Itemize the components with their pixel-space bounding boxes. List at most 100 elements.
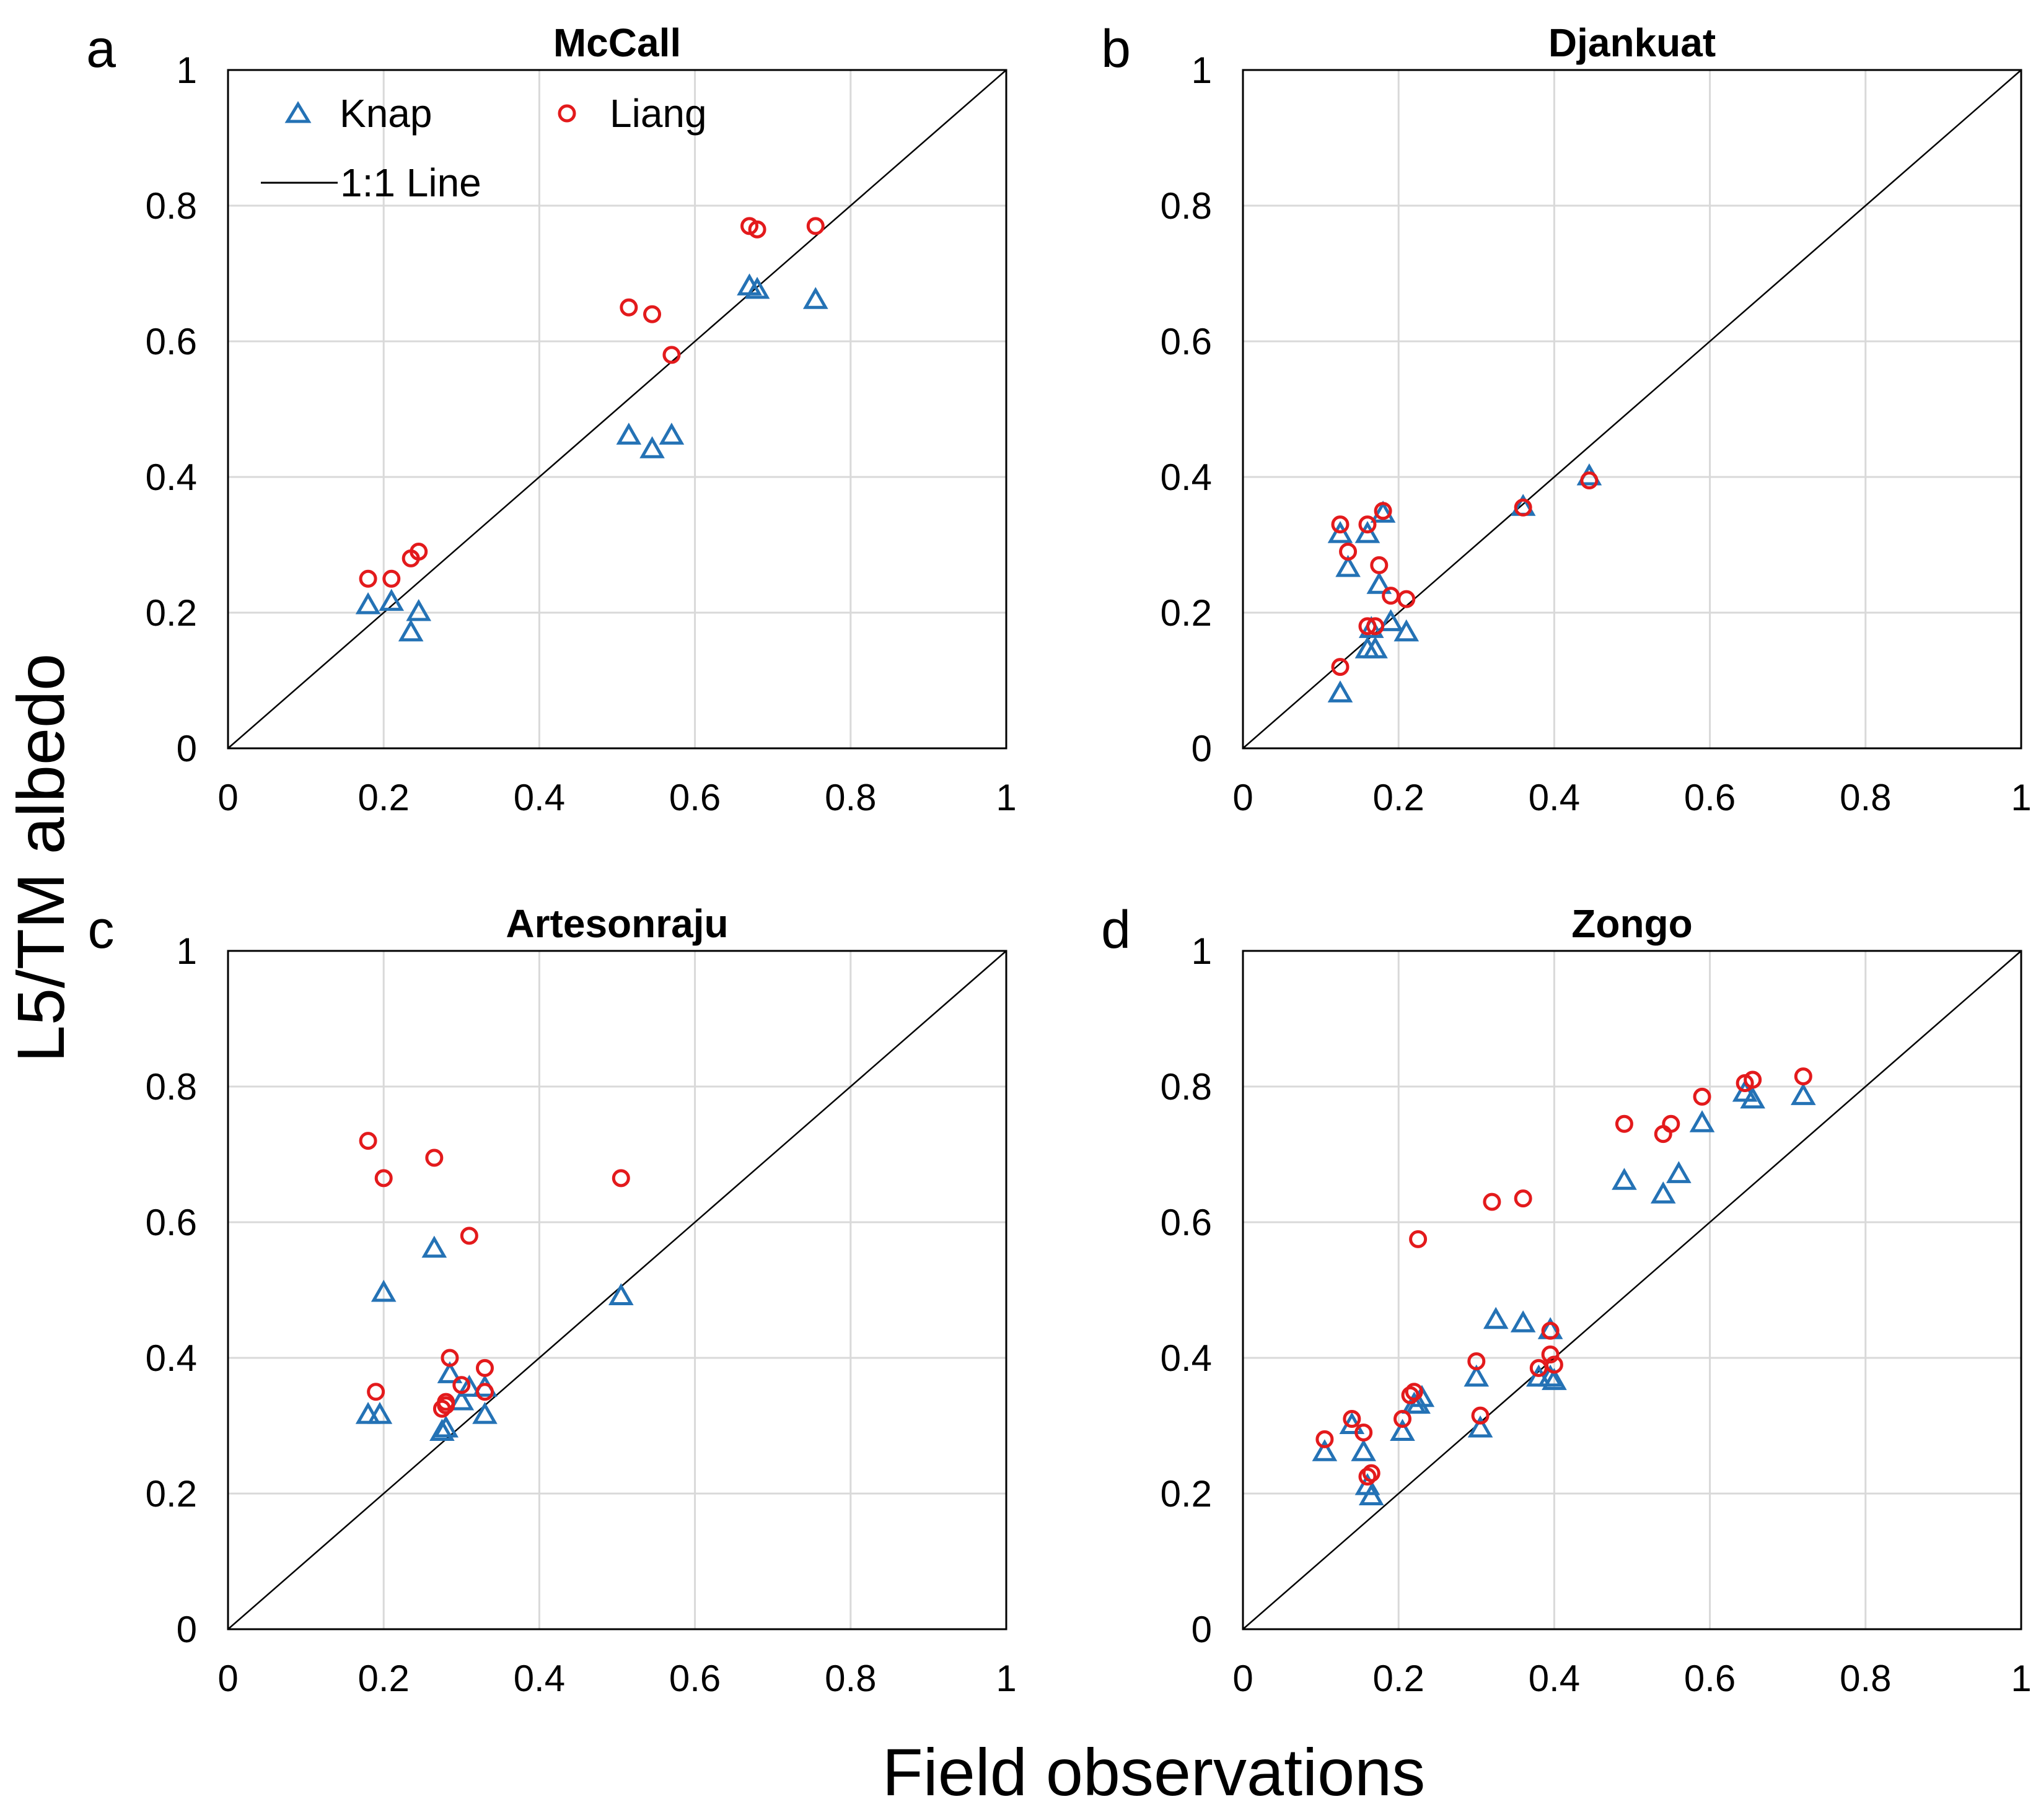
liang-point <box>1362 1464 1380 1482</box>
panel-d: 0 0.2 0.4 0.6 0.8 1 0 0.2 0.4 0.6 0.8 1 Zongo d <box>1101 900 2032 1699</box>
y-tick-label: 0 <box>177 1609 197 1650</box>
y-tick-label: 0 <box>1192 728 1212 769</box>
liang-point <box>643 305 662 323</box>
knap-point <box>1363 636 1388 658</box>
y-tick-label: 0.6 <box>146 321 197 362</box>
x-tick-label: 0.8 <box>825 1658 876 1699</box>
plot-frame <box>1242 950 2022 1630</box>
y-tick-label: 0.6 <box>146 1202 197 1243</box>
liang-point <box>441 1349 459 1367</box>
liang-point <box>1366 617 1385 636</box>
x-tick-label: 0 <box>1232 1658 1253 1699</box>
knap-point <box>1327 680 1353 702</box>
x-tick-label: 1 <box>2011 777 2031 818</box>
knap-point <box>1370 501 1396 523</box>
y-tick-label: 0.2 <box>146 592 197 634</box>
legend-liang-marker <box>558 104 576 123</box>
legend-knap-label: Knap <box>340 91 432 136</box>
liang-point <box>1471 1406 1490 1425</box>
x-tick-label: 0.2 <box>1372 1658 1424 1699</box>
liang-point <box>1467 1352 1486 1370</box>
x-tick-label: 0.6 <box>669 1658 721 1699</box>
x-tick-label: 0.2 <box>1372 777 1424 818</box>
knap-point <box>1650 1181 1676 1204</box>
liang-point <box>475 1358 494 1377</box>
liang-point <box>1339 542 1358 561</box>
y-tick-label: 1 <box>177 50 197 91</box>
liang-point <box>1409 1230 1428 1248</box>
liang-point <box>1541 1321 1560 1340</box>
liang-point <box>1794 1067 1812 1086</box>
knap-point <box>1510 1310 1536 1332</box>
knap-point <box>371 1279 397 1302</box>
legend-knap-marker <box>284 101 312 123</box>
liang-point <box>437 1393 455 1411</box>
x-tick-label: 0.6 <box>1684 777 1736 818</box>
liang-point <box>612 1169 630 1188</box>
knap-point <box>616 422 642 445</box>
legend-liang-label: Liang <box>610 91 707 136</box>
liang-point <box>1693 1087 1711 1106</box>
y-tick-label: 0.8 <box>146 1066 197 1108</box>
liang-point <box>1315 1430 1334 1448</box>
x-tick-label: 0.6 <box>669 777 721 818</box>
liang-point <box>1343 1410 1361 1428</box>
one-to-one-line <box>1242 950 2022 1630</box>
y-tick-label: 0.2 <box>1161 1473 1212 1515</box>
knap-point <box>1464 1364 1490 1387</box>
knap-point <box>379 588 405 611</box>
x-tick-label: 0.8 <box>1840 777 1891 818</box>
x-tick-label: 0.8 <box>825 777 876 818</box>
knap-point <box>406 598 432 621</box>
liang-point <box>1405 1383 1423 1401</box>
knap-point <box>608 1283 634 1305</box>
legend: Knap Liang 1:1 Line <box>261 91 707 205</box>
knap-point <box>1390 1419 1415 1441</box>
liang-point <box>1331 515 1350 534</box>
x-tick-label: 1 <box>996 1658 1016 1699</box>
knap-point <box>433 1415 459 1438</box>
liang-point <box>374 1169 393 1188</box>
y-tick-label: 0.8 <box>1161 185 1212 227</box>
liang-point <box>806 217 825 235</box>
panel-letter: c <box>88 900 115 960</box>
y-tick-label: 0.2 <box>146 1473 197 1515</box>
knap-point <box>367 1402 393 1424</box>
knap-point <box>1366 572 1392 594</box>
liang-point <box>1483 1192 1501 1211</box>
liang-point <box>620 298 638 317</box>
liang-point <box>410 542 428 561</box>
liang-point <box>1358 617 1377 636</box>
knap-point <box>1327 521 1353 543</box>
plot-frame <box>1242 69 2022 750</box>
liang-point <box>367 1383 385 1401</box>
panel-letter: b <box>1101 19 1131 79</box>
y-tick-label: 0.6 <box>1161 1202 1212 1243</box>
liang-point <box>1514 1189 1532 1208</box>
y-tick-label: 0.2 <box>1161 592 1212 634</box>
knap-point <box>1378 609 1403 631</box>
knap-point <box>1542 1368 1567 1390</box>
y-tick-label: 1 <box>1192 930 1212 972</box>
x-tick-label: 0.4 <box>514 1658 565 1699</box>
x-tick-label: 0.4 <box>1529 777 1580 818</box>
liang-point <box>359 569 377 588</box>
liang-point <box>1514 498 1532 517</box>
knap-point <box>1537 1364 1563 1387</box>
liang-point <box>1654 1125 1672 1144</box>
x-tick-label: 1 <box>996 777 1016 818</box>
knap-point <box>1740 1086 1765 1109</box>
knap-point <box>1483 1306 1509 1329</box>
panel-letter: d <box>1101 900 1131 960</box>
y-tick-label: 0 <box>1192 1609 1212 1650</box>
liang-point <box>1382 587 1400 605</box>
liang-point <box>1744 1070 1762 1089</box>
y-axis-title: L5/TM albedo <box>3 654 78 1062</box>
y-tick-label: 0.6 <box>1161 321 1212 362</box>
y-tick-label: 1 <box>1192 50 1212 91</box>
panel-title: Artesonraju <box>506 901 728 946</box>
knap-point <box>1358 1483 1384 1505</box>
liang-point <box>1580 471 1599 489</box>
knap-point <box>457 1375 482 1397</box>
knap-point <box>1612 1168 1637 1190</box>
